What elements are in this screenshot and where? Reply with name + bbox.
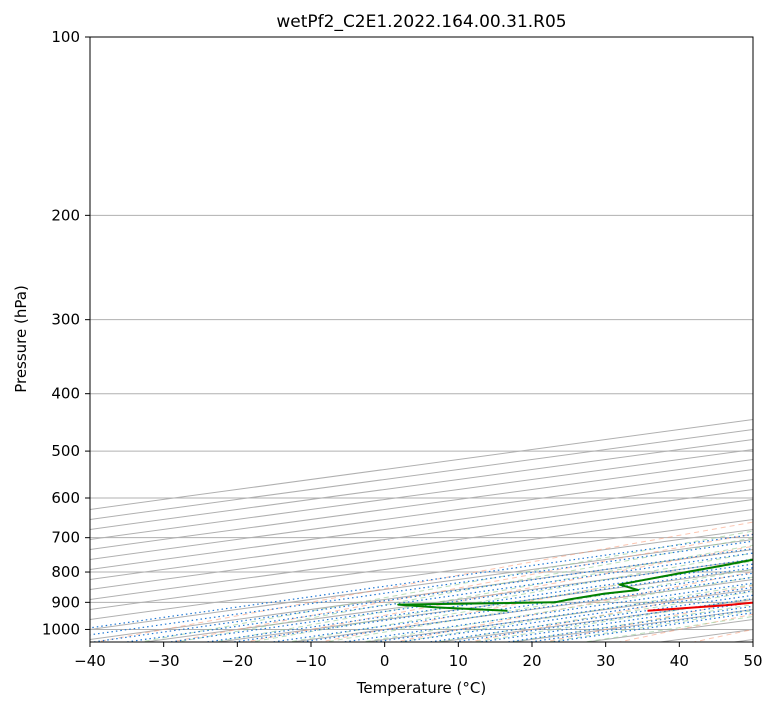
dewpoint-profile-line (397, 558, 753, 612)
dry-adiabat-line (243, 545, 753, 642)
x-tick-label: 50 (743, 652, 762, 670)
mixing-ratio-line (90, 547, 753, 642)
y-tick-label: 400 (51, 385, 80, 403)
y-tick-label: 900 (51, 593, 80, 611)
y-tick-label: 500 (51, 442, 80, 460)
isotherm-line (90, 538, 753, 630)
isotherm-line (90, 488, 753, 580)
x-tick-label: 0 (380, 652, 390, 670)
isotherm-line (90, 508, 753, 600)
x-tick-label: −20 (222, 652, 254, 670)
isotherm-line (90, 528, 753, 620)
isotherm-line (90, 518, 753, 610)
y-tick-label: 800 (51, 563, 80, 581)
mixing-ratio-line (297, 576, 753, 642)
moist-adiabat-line (248, 552, 753, 642)
isotherm-line (90, 458, 753, 550)
moist-adiabat-line (137, 530, 753, 642)
x-tick-label: 20 (522, 652, 541, 670)
y-tick-label: 600 (51, 489, 80, 507)
x-tick-label: −10 (295, 652, 327, 670)
isotherm-line (90, 498, 753, 590)
isotherm-line (90, 468, 753, 560)
moist-adiabat-line (396, 584, 753, 642)
y-tick-label: 300 (51, 311, 80, 329)
mixing-ratio-line (202, 563, 753, 642)
mixing-ratio-line (339, 582, 753, 642)
x-tick-label: −30 (148, 652, 180, 670)
x-axis-label: Temperature (°C) (356, 679, 486, 697)
plot-frame (89, 36, 754, 643)
y-tick-label: 700 (51, 529, 80, 547)
chart-title: wetPf2_C2E1.2022.164.00.31.R05 (276, 12, 566, 32)
x-tick-label: −40 (74, 652, 106, 670)
mixing-ratio-line (268, 572, 753, 642)
mixing-ratio-line (229, 567, 753, 642)
x-tick-label: 30 (596, 652, 615, 670)
axes: −40 −30 −20 −10 0 10 20 30 40 50 100 200 300 400 500 60… (42, 28, 763, 670)
y-axis-label: Pressure (hPa) (12, 285, 30, 393)
x-tick-label: 10 (449, 652, 468, 670)
x-tick-label: 40 (670, 652, 689, 670)
dry-adiabat-line (168, 533, 753, 642)
dry-adiabat-line (541, 599, 753, 642)
moist-adiabat-line (322, 568, 753, 642)
plot-area: 0.10.20.40.611.52346810131620253036 (90, 37, 753, 642)
isotherm-line (90, 478, 753, 570)
y-tick-label: 1000 (42, 620, 80, 638)
y-tick-label: 200 (51, 206, 80, 224)
y-tick-label: 100 (51, 28, 80, 46)
moist-adiabat-line (211, 544, 753, 642)
dry-adiabat-line (392, 571, 753, 642)
